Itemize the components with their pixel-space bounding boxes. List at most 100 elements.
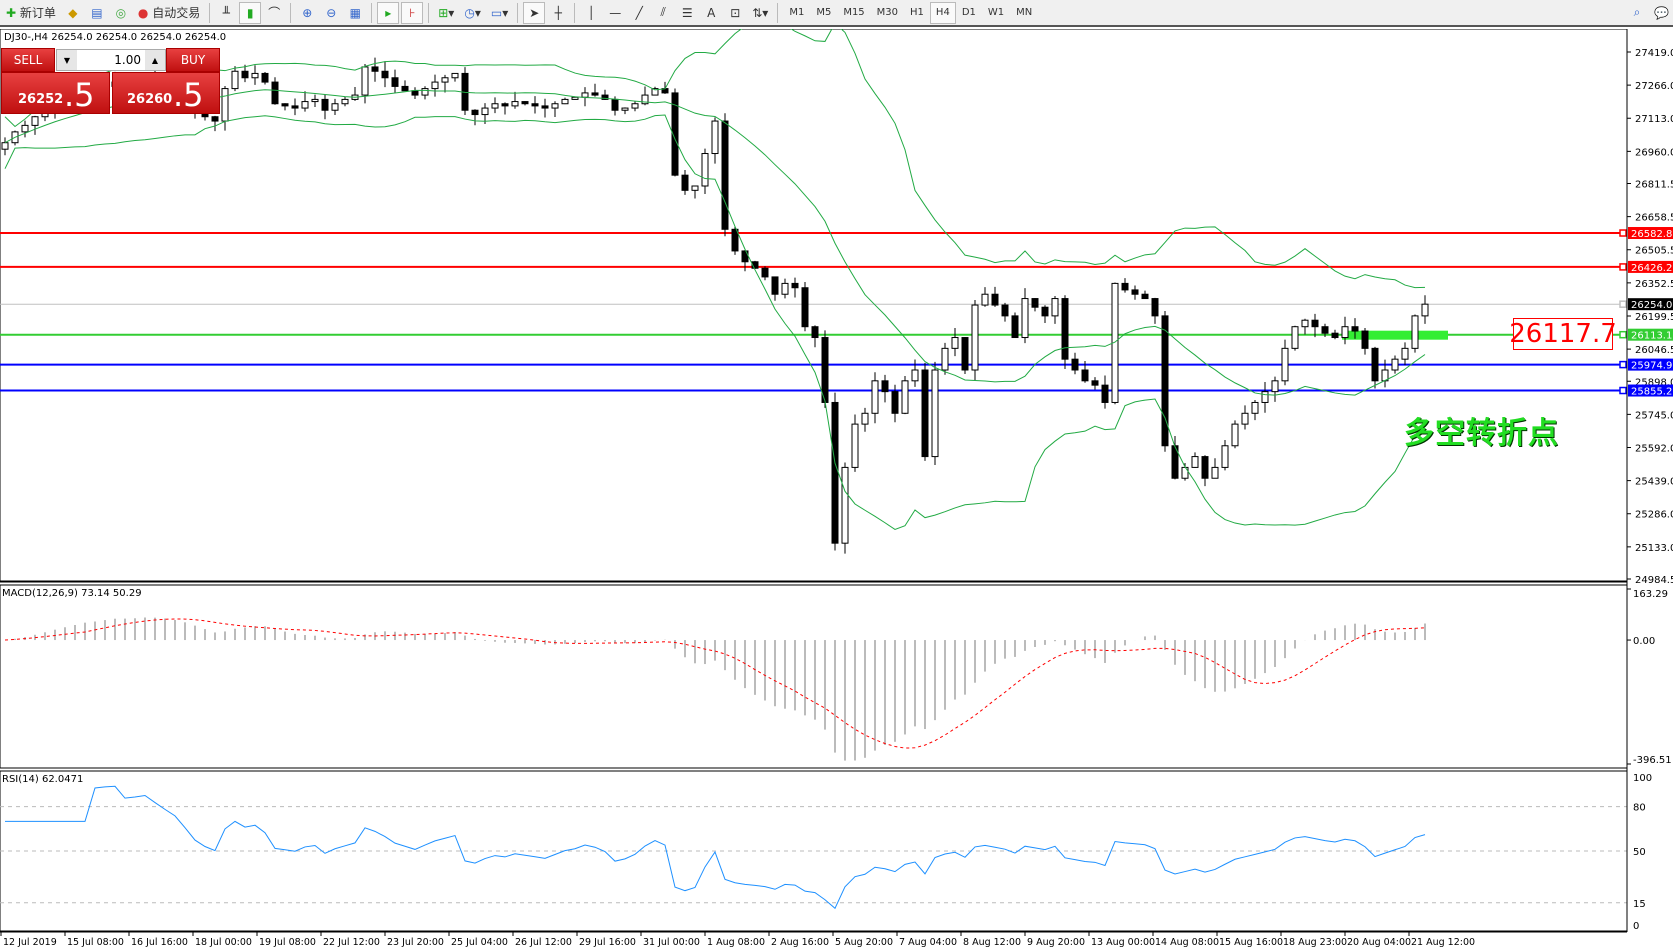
bull-candle: [841, 466, 849, 544]
horizontal-line-button[interactable]: —: [604, 2, 626, 24]
time-label: 9 Aug 20:00: [1027, 937, 1085, 948]
timeframe-mn[interactable]: MN: [1016, 7, 1033, 18]
bear-candle: [1001, 304, 1009, 317]
timeframe-bar: M1 M5 M15 M30 H1 H4 D1 W1 MN: [783, 1, 1038, 24]
buy-button[interactable]: BUY: [166, 48, 220, 72]
zoom-out-button[interactable]: ⊖: [320, 2, 342, 24]
bull-candle: [1401, 347, 1409, 360]
auto-trading-button[interactable]: ● 自动交易: [137, 5, 201, 21]
bar-chart-button[interactable]: ╨: [215, 2, 237, 24]
trendline-button[interactable]: ╱: [628, 2, 650, 24]
timeframe-m5[interactable]: M5: [816, 7, 832, 18]
timeframe-m1[interactable]: M1: [789, 7, 805, 18]
bull-candle: [31, 116, 39, 126]
macd-label: MACD(12,26,9) 73.14 50.29: [2, 588, 142, 599]
bear-candle: [891, 391, 899, 414]
timeframe-d1[interactable]: D1: [961, 7, 976, 18]
zoom-in-button[interactable]: ⊕: [296, 2, 318, 24]
bollinger-middle: [4, 89, 1426, 396]
bear-candle: [371, 66, 379, 72]
rsi-line: [5, 785, 1426, 910]
templates-button[interactable]: ▭ ▾: [490, 5, 509, 20]
sell-price-button[interactable]: 26252 .5: [1, 72, 110, 114]
indicators-button[interactable]: ⊞ ▾: [438, 5, 455, 20]
bollinger-lower: [4, 114, 1426, 531]
bull-candle: [1421, 303, 1429, 317]
auto-scroll-button[interactable]: ▸: [377, 1, 400, 24]
bull-candle: [451, 72, 459, 79]
bull-candle: [581, 92, 589, 98]
navigator-button[interactable]: ▤: [86, 2, 108, 24]
price-tag: [1628, 227, 1673, 240]
one-click-trading-panel: SELL ▼ 1.00 ▲ BUY 26252 .5 26260 .5: [0, 48, 221, 114]
price-tag-label: 26113.1: [1631, 331, 1672, 342]
tile-windows-button[interactable]: ▦: [344, 2, 366, 24]
line-handle: [1619, 386, 1627, 395]
clock-icon: ◷: [464, 5, 475, 20]
line-chart-button[interactable]: ⌒: [263, 2, 285, 24]
fibonacci-button[interactable]: ☰: [676, 2, 698, 24]
bear-candle: [831, 401, 839, 544]
timeframe-h4[interactable]: H4: [929, 1, 956, 24]
decrease-lot-button[interactable]: ▼: [57, 50, 77, 70]
bollinger-upper: [4, 29, 1426, 289]
bear-candle: [211, 116, 219, 122]
time-label: 18 Aug 23:00: [1283, 937, 1347, 948]
price-tag: [1628, 298, 1673, 311]
lot-size-stepper[interactable]: ▼ 1.00 ▲: [56, 49, 166, 71]
bull-candle: [1271, 380, 1279, 393]
bull-candle: [251, 72, 259, 79]
toolbar: ✚ 新订单 ◆ ▤ ◎ ● 自动交易 ╨ ▮ ⌒ ⊕ ⊖ ▦ ▸ ⊦ ⊞ ▾ ◷ ▾…: [0, 0, 1673, 27]
bear-candle: [1121, 282, 1129, 291]
cursor-button[interactable]: ➤: [523, 1, 546, 24]
bear-candle: [531, 103, 539, 107]
text-label-button[interactable]: ⊡: [724, 2, 746, 24]
price-tick-label: 26960.0: [1635, 147, 1673, 158]
timeframe-m30[interactable]: M30: [876, 7, 899, 18]
grid-icon: ▦: [349, 5, 361, 20]
timeframe-h1[interactable]: H1: [910, 7, 924, 18]
bull-candle: [361, 66, 369, 96]
chat-button[interactable]: 💬: [1650, 2, 1673, 24]
price-tag-label: 26582.8: [1631, 229, 1672, 240]
price-tick-label: 25286.0: [1635, 510, 1673, 521]
text-button[interactable]: A: [700, 2, 722, 24]
chart-area[interactable]: 27419.0 27266.0 27113.0 26960.0 26811.5 26658…: [0, 29, 1673, 952]
channel-icon: ⫽: [660, 5, 666, 19]
timeframe-m15[interactable]: M15: [843, 7, 865, 18]
bear-candle: [281, 103, 289, 107]
new-order-button[interactable]: ✚ 新订单: [6, 5, 56, 21]
divider: [777, 2, 779, 23]
bear-candle: [1331, 332, 1339, 339]
line-handle: [1619, 229, 1627, 237]
sell-button[interactable]: SELL: [1, 48, 55, 72]
bull-candle: [931, 369, 939, 458]
buy-price-button[interactable]: 26260 .5: [112, 72, 220, 114]
increase-lot-button[interactable]: ▲: [145, 50, 165, 70]
market-watch-button[interactable]: ◆: [62, 2, 84, 24]
candle-chart-button[interactable]: ▮: [239, 1, 262, 24]
timeframe-w1[interactable]: W1: [987, 7, 1005, 18]
bear-candle: [521, 101, 529, 105]
time-label: 23 Jul 20:00: [387, 937, 444, 948]
bear-candle: [1161, 315, 1169, 447]
candles: [1, 57, 1429, 554]
bull-candle: [231, 70, 239, 90]
crosshair-button[interactable]: ┼: [547, 2, 569, 24]
channel-button[interactable]: ⫽: [652, 2, 674, 24]
chart-shift-button[interactable]: ⊦: [401, 1, 424, 24]
auto-scroll-icon: ▸: [385, 5, 392, 20]
periods-button[interactable]: ◷ ▾: [464, 5, 481, 20]
lot-size-input[interactable]: 1.00: [114, 53, 141, 67]
signal-button[interactable]: ◎: [110, 2, 132, 24]
bull-candle: [691, 185, 699, 191]
macd-tick-label: 163.29: [1633, 589, 1668, 600]
buy-price-main: 26260: [127, 92, 173, 107]
bull-candle: [901, 380, 909, 414]
search-button[interactable]: ⌕: [1626, 2, 1648, 24]
arrows-button[interactable]: ⇅ ▾: [752, 5, 769, 20]
bear-candle: [471, 109, 479, 116]
vertical-line-button[interactable]: │: [580, 2, 602, 24]
line-handle: [1619, 360, 1627, 369]
bear-candle: [1061, 298, 1069, 360]
